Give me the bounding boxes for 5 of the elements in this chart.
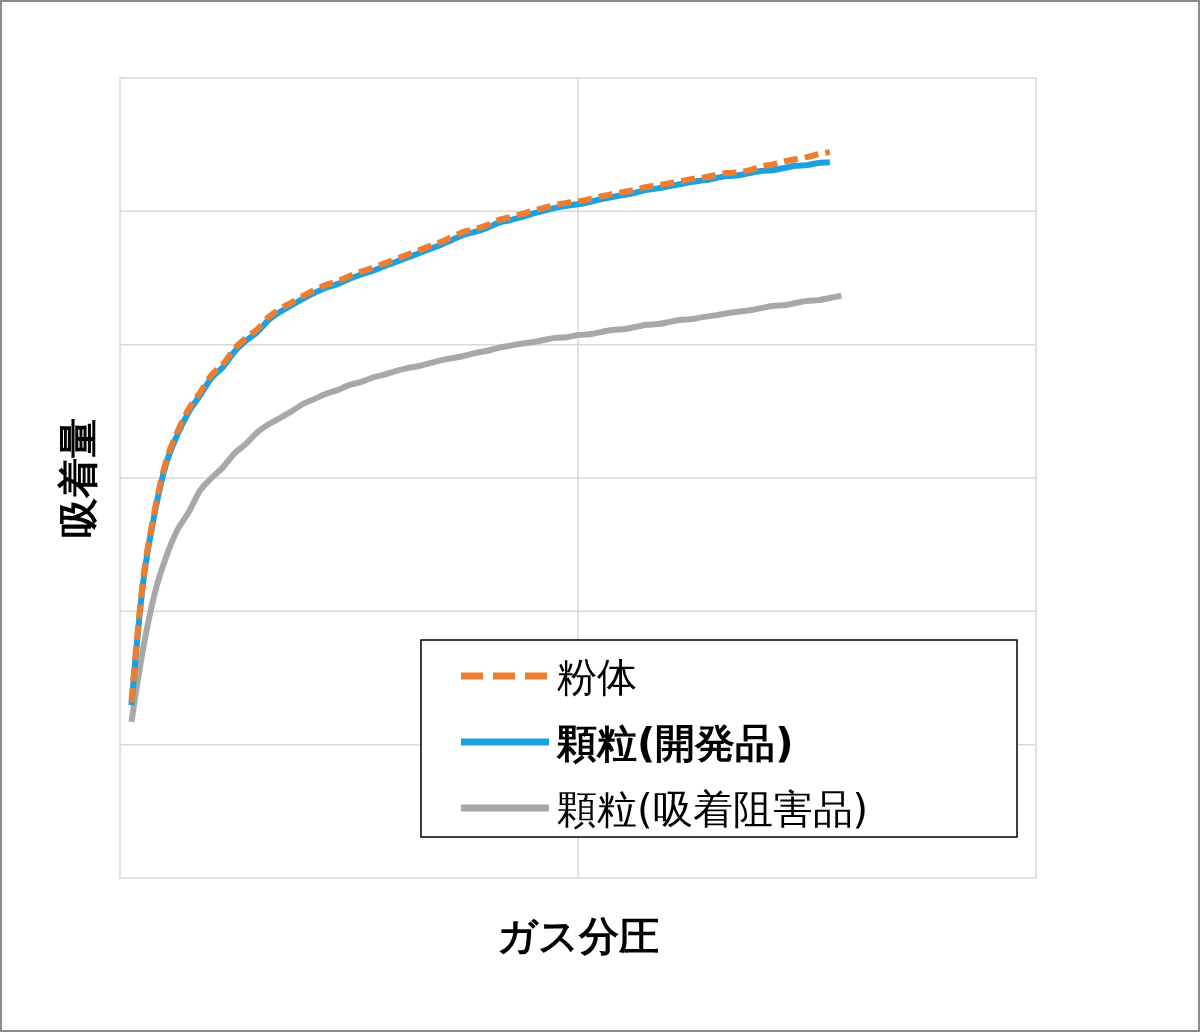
legend-label: 顆粒(開発品) bbox=[556, 720, 794, 766]
y-axis-title: 吸着量 bbox=[55, 418, 101, 538]
x-axis-title: ガス分圧 bbox=[497, 913, 659, 959]
legend-label: 顆粒(吸着阻害品) bbox=[557, 786, 869, 832]
legend-label: 粉体 bbox=[557, 654, 637, 700]
